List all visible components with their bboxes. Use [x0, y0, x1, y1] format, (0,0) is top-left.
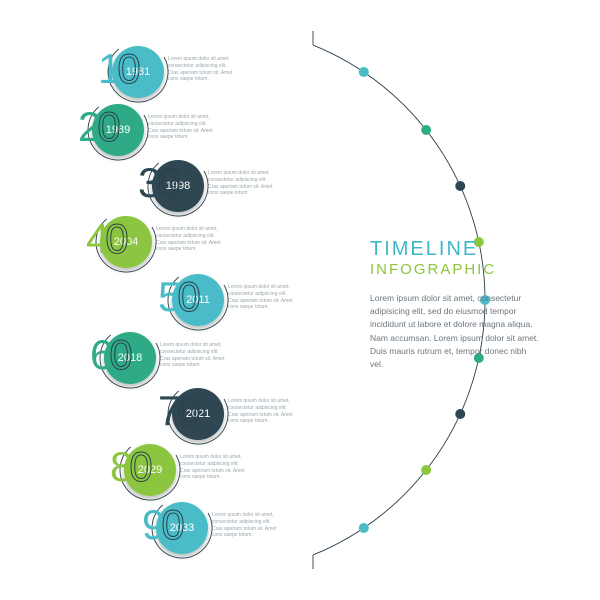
step-description: Lorem ipsum dolor sit amet, consectetur … — [160, 342, 230, 369]
timeline-item-2 — [88, 104, 431, 160]
step-number: 80 — [110, 446, 149, 488]
timeline-infographic: 198110Lorem ipsum dolor sit amet, consec… — [0, 0, 600, 600]
step-number: 60 — [90, 334, 129, 376]
step-description: Lorem ipsum dolor sit amet, consectetur … — [180, 454, 250, 481]
step-number: 30 — [138, 162, 177, 204]
step-number: 20 — [78, 106, 117, 148]
step-description: Lorem ipsum dolor sit amet, consectetur … — [212, 512, 282, 539]
step-number: 90 — [142, 504, 181, 546]
step-description: Lorem ipsum dolor sit amet, consectetur … — [148, 114, 218, 141]
title-line-2: INFOGRAPHIC — [370, 261, 540, 278]
title-body: Lorem ipsum dolor sit amet, consectetur … — [370, 292, 540, 371]
step-description: Lorem ipsum dolor sit amet, consectetur … — [168, 56, 238, 83]
step-number: 40 — [86, 218, 125, 260]
step-number: 70 — [158, 390, 197, 432]
step-number: 10 — [98, 48, 137, 90]
title-line-1: TIMELINE — [370, 238, 540, 261]
step-description: Lorem ipsum dolor sit amet, consectetur … — [208, 170, 278, 197]
title-block: TIMELINE INFOGRAPHIC Lorem ipsum dolor s… — [370, 238, 540, 371]
step-description: Lorem ipsum dolor sit amet, consectetur … — [228, 398, 298, 425]
step-number: 50 — [158, 276, 197, 318]
step-description: Lorem ipsum dolor sit amet, consectetur … — [228, 284, 298, 311]
step-description: Lorem ipsum dolor sit amet, consectetur … — [156, 226, 226, 253]
